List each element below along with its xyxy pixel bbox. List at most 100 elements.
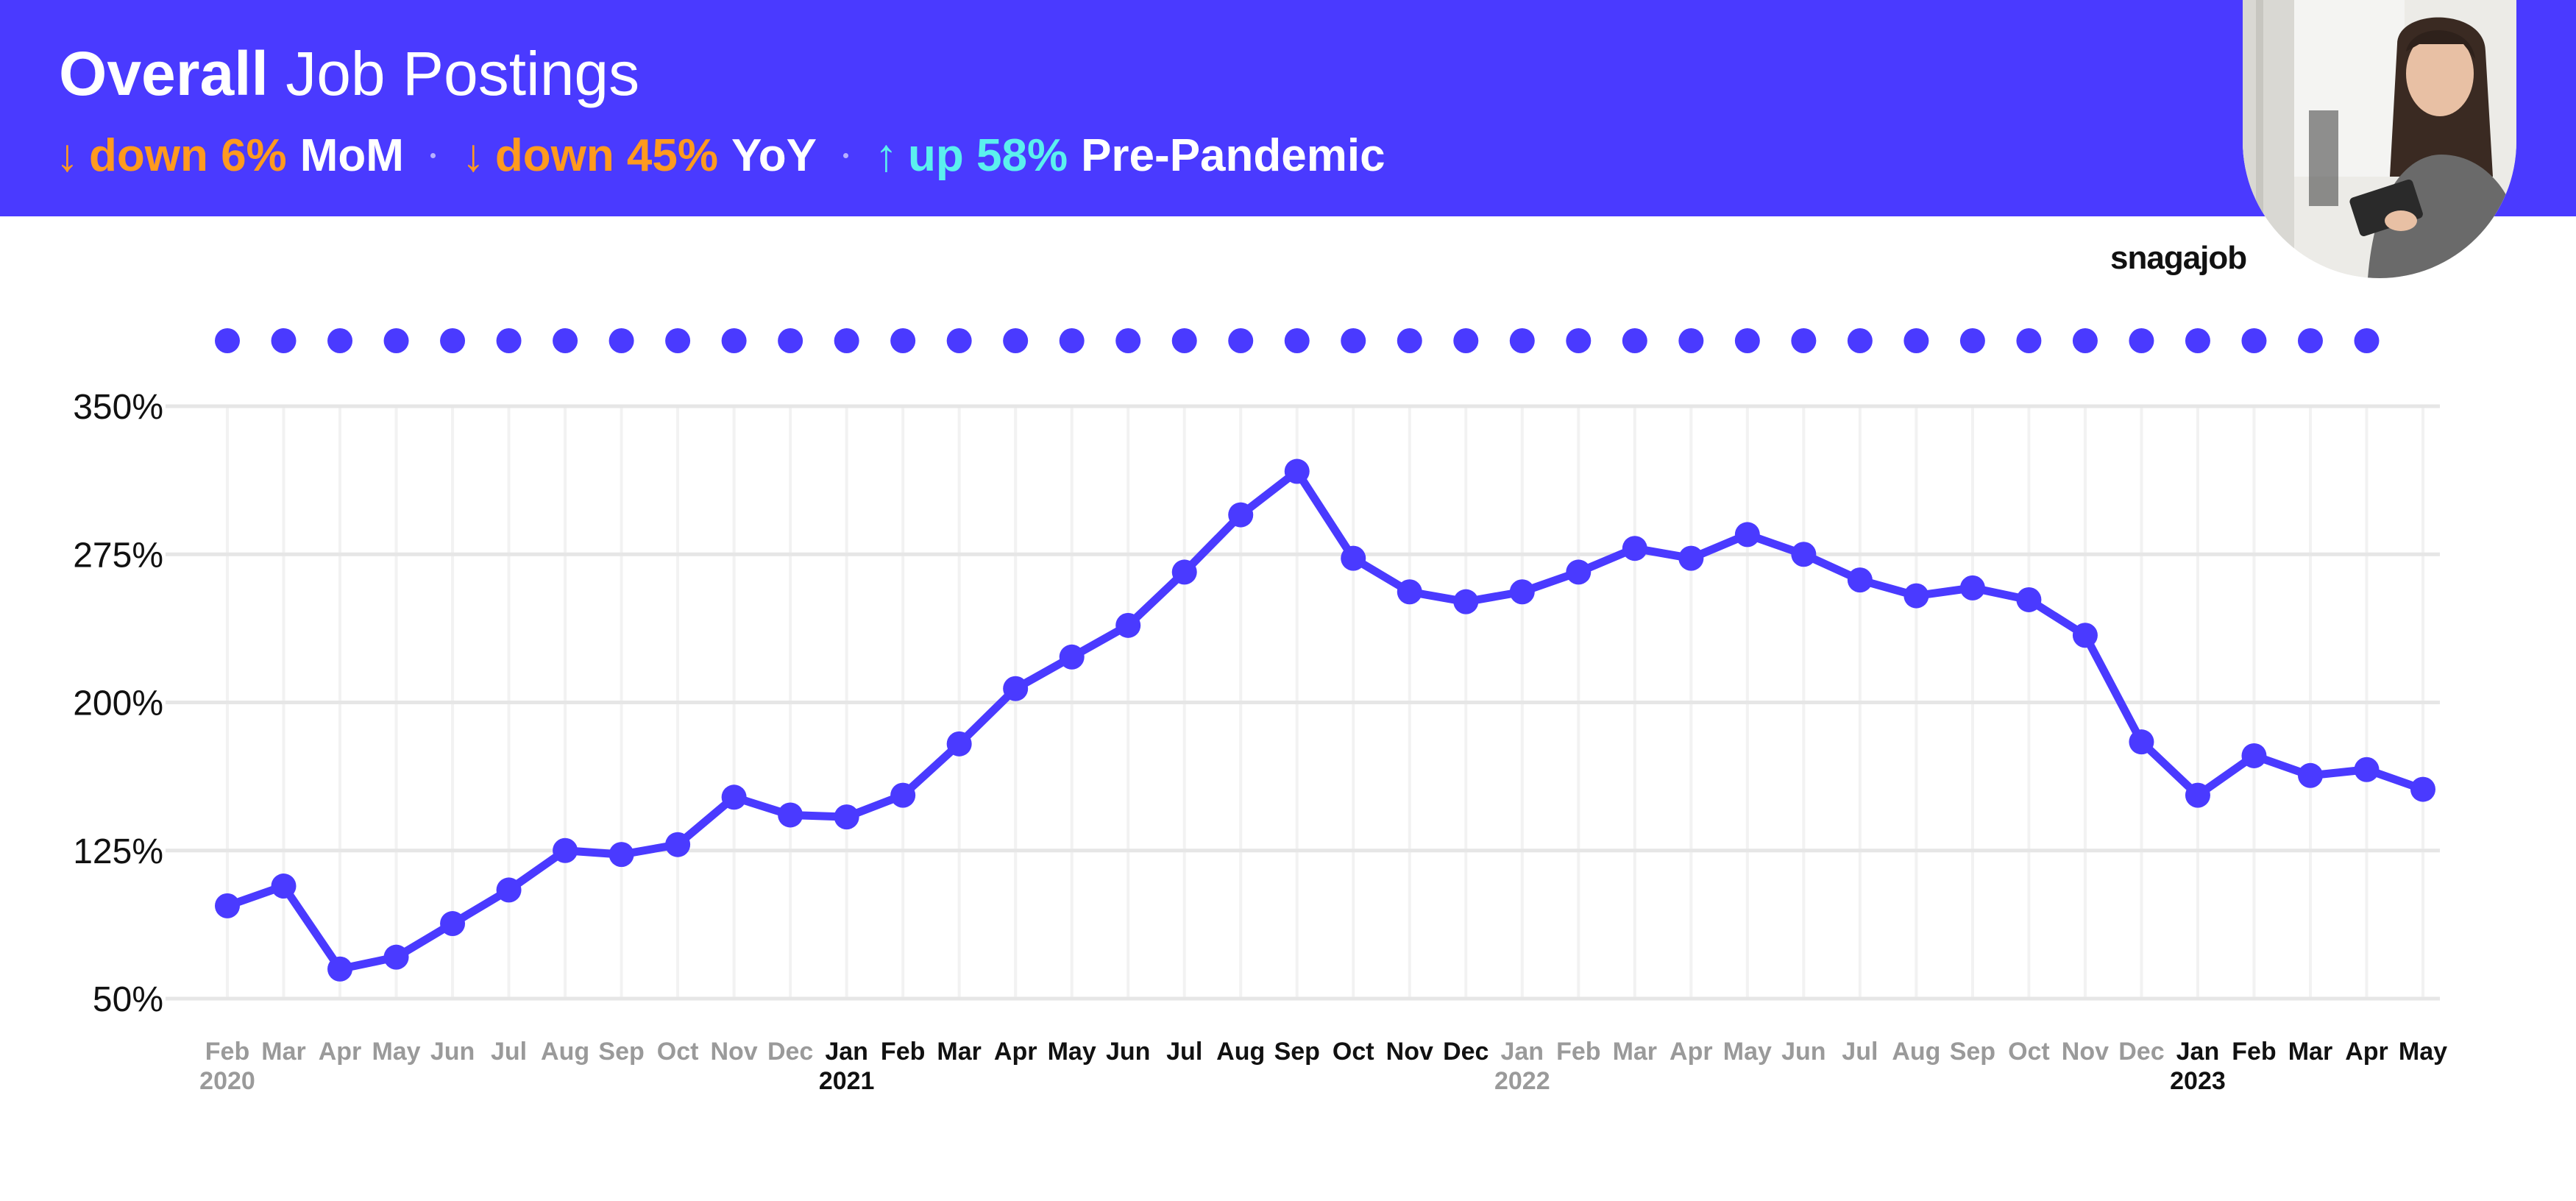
top-dot-marker — [665, 328, 691, 353]
y-tick-label: 200% — [73, 684, 163, 723]
top-dot-marker — [440, 328, 466, 353]
top-dot-marker — [496, 328, 522, 353]
y-tick-label: 275% — [73, 536, 163, 575]
top-dot-marker — [1059, 328, 1085, 353]
header-banner: Overall Job Postings ↓ down 6% MoM ↓ dow… — [0, 0, 2576, 216]
x-tick-label: May — [1723, 1038, 1772, 1066]
top-dot-marker — [2297, 328, 2323, 353]
top-dot-marker — [1341, 328, 1366, 353]
x-tick-label: Jul — [1166, 1038, 1202, 1066]
series-line — [223, 467, 2427, 974]
data-point — [2241, 743, 2267, 768]
x-tick-label: Aug — [1892, 1038, 1940, 1066]
data-point — [1397, 579, 1422, 605]
data-point — [1228, 502, 1254, 528]
x-tick-label: Apr — [994, 1038, 1037, 1066]
data-point — [1115, 612, 1141, 638]
top-dot-marker — [1453, 328, 1479, 353]
x-tick-label: Apr — [319, 1038, 362, 1066]
person-photo — [2243, 0, 2516, 278]
data-point — [2129, 729, 2154, 755]
top-dot-marker — [1397, 328, 1422, 353]
x-tick-label: Jun — [1106, 1038, 1150, 1066]
arrow-up-icon: ↑ — [875, 130, 898, 181]
x-tick-label: Oct — [2008, 1038, 2050, 1066]
data-point — [1622, 536, 1647, 561]
top-dot-marker — [2129, 328, 2154, 353]
data-point — [1734, 522, 1760, 548]
x-tick-label: Nov — [2062, 1038, 2109, 1066]
title-rest: Job Postings — [285, 39, 640, 108]
x-tick-label: Jan — [2176, 1038, 2220, 1066]
top-dot-marker — [383, 328, 409, 353]
x-tick-label: Jun — [1781, 1038, 1825, 1066]
top-dot-marker — [1791, 328, 1817, 353]
top-dot-marker — [2241, 328, 2267, 353]
data-point — [1003, 676, 1029, 701]
separator-dot — [843, 152, 849, 158]
data-point — [1059, 644, 1085, 670]
top-dot-marker — [1959, 328, 1985, 353]
data-point — [946, 731, 972, 757]
x-tick-label: Apr — [2345, 1038, 2388, 1066]
data-point — [2185, 782, 2210, 808]
y-tick-label: 350% — [73, 388, 163, 427]
data-point — [1678, 545, 1704, 571]
top-dot-marker — [1734, 328, 1760, 353]
data-point — [1566, 559, 1592, 585]
x-tick-label: Jul — [1842, 1038, 1878, 1066]
stat-mom-value: down 6% — [89, 130, 287, 181]
x-tick-label: Dec — [1443, 1038, 1489, 1066]
title-bold: Overall — [59, 39, 269, 108]
top-dot-marker — [834, 328, 859, 353]
x-year-label: 2023 — [2170, 1067, 2226, 1095]
x-tick-label: Jul — [491, 1038, 527, 1066]
data-point — [440, 911, 466, 937]
top-dot-marker — [1903, 328, 1929, 353]
x-tick-label: Mar — [261, 1038, 305, 1066]
x-tick-label: Aug — [1216, 1038, 1265, 1066]
x-tick-label: Jan — [1500, 1038, 1544, 1066]
top-dot-marker — [2072, 328, 2098, 353]
top-dot-marker — [1228, 328, 1254, 353]
top-dot-marker — [2354, 328, 2380, 353]
data-point — [665, 832, 691, 857]
stats-line: ↓ down 6% MoM ↓ down 45% YoY ↑ up 58% Pr… — [56, 122, 1385, 188]
y-tick-label: 125% — [73, 832, 163, 871]
data-point — [1791, 542, 1817, 567]
x-tick-label: Apr — [1670, 1038, 1713, 1066]
data-point — [890, 782, 916, 808]
data-point — [327, 956, 353, 982]
data-point — [1341, 545, 1366, 571]
data-point — [1453, 589, 1479, 614]
stat-yoy-label: YoY — [731, 130, 817, 181]
x-tick-label: Mar — [2288, 1038, 2332, 1066]
data-point — [1284, 458, 1310, 484]
x-year-label: 2021 — [819, 1067, 875, 1095]
top-dot-marker — [327, 328, 353, 353]
top-dot-marker — [215, 328, 240, 353]
top-dot-marker — [890, 328, 916, 353]
top-dot-marker — [1678, 328, 1704, 353]
arrow-down-icon: ↓ — [56, 130, 79, 181]
top-dot-marker — [946, 328, 972, 353]
data-point — [2410, 776, 2435, 802]
x-tick-label: Jun — [430, 1038, 475, 1066]
x-tick-label: Feb — [205, 1038, 249, 1066]
data-point — [1509, 579, 1535, 605]
stat-prepandemic-value: up 58% — [908, 130, 1068, 181]
top-dot-marker — [1622, 328, 1647, 353]
x-tick-label: Nov — [710, 1038, 757, 1066]
x-tick-label: May — [2399, 1038, 2447, 1066]
x-tick-label: May — [1048, 1038, 1096, 1066]
top-dot-marker — [778, 328, 803, 353]
x-tick-label: Aug — [541, 1038, 589, 1066]
data-point — [2297, 762, 2323, 788]
top-dot-marker — [2016, 328, 2042, 353]
x-tick-label: Oct — [657, 1038, 699, 1066]
person-photo-illustration — [2243, 0, 2516, 278]
x-year-label: 2020 — [199, 1067, 255, 1095]
top-dot-marker — [1509, 328, 1535, 353]
stat-yoy-value: down 45% — [494, 130, 719, 181]
